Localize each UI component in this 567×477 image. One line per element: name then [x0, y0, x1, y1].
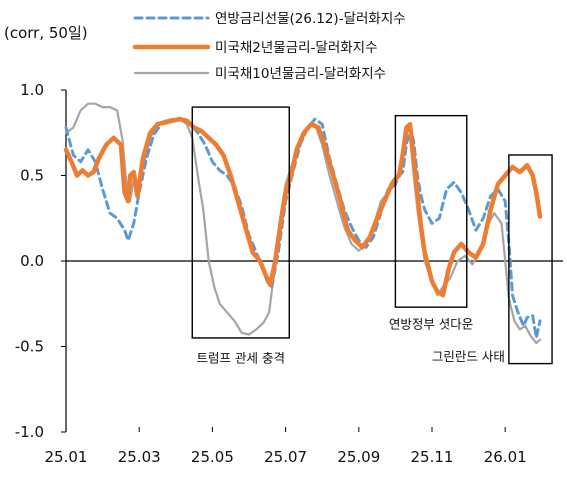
x-tick-label: 26.01 — [484, 448, 527, 466]
annotation-label-1: 연방정부 셧다운 — [389, 316, 473, 331]
x-tick-label: 25.11 — [411, 448, 454, 466]
series-line-1 — [63, 116, 543, 298]
annotation-label-2: 그린란드 사태 — [432, 349, 505, 364]
legend: 연방금리선물(26.12)-달러화지수미국채2년물금리-달러화지수미국채10년물… — [132, 11, 406, 82]
annotation-box-0 — [191, 106, 290, 339]
y-tick-label: 0.5 — [20, 167, 44, 185]
y-tick-label: -0.5 — [15, 338, 44, 356]
series-line-0 — [64, 117, 542, 340]
x-tick-label: 25.09 — [337, 448, 380, 466]
y-tick-label: -1.0 — [15, 423, 44, 441]
legend-label-2: 미국채10년물금리-달러화지수 — [215, 66, 386, 82]
series-layer — [63, 102, 543, 345]
axes: 1.0 0.5 0.0 -0.5 -1.025.01 25.03 25.05 25.07 25.… — [15, 81, 563, 466]
legend-label-1: 미국채2년물금리-달러화지수 — [215, 40, 378, 56]
annotation-box-1 — [394, 114, 468, 308]
unit-label: (corr, 50일) — [4, 24, 88, 42]
annotation-box-2 — [508, 154, 553, 365]
y-tick-label: 0.0 — [20, 252, 44, 270]
x-tick-label: 25.01 — [45, 448, 88, 466]
x-tick-label: 25.07 — [264, 448, 307, 466]
x-tick-label: 25.03 — [118, 448, 161, 466]
legend-label-0: 연방금리선물(26.12)-달러화지수 — [215, 11, 406, 27]
y-tick-label: 1.0 — [20, 81, 44, 99]
annotation-label-0: 트럼프 관세 충격 — [197, 350, 285, 365]
x-tick-label: 25.05 — [191, 448, 234, 466]
